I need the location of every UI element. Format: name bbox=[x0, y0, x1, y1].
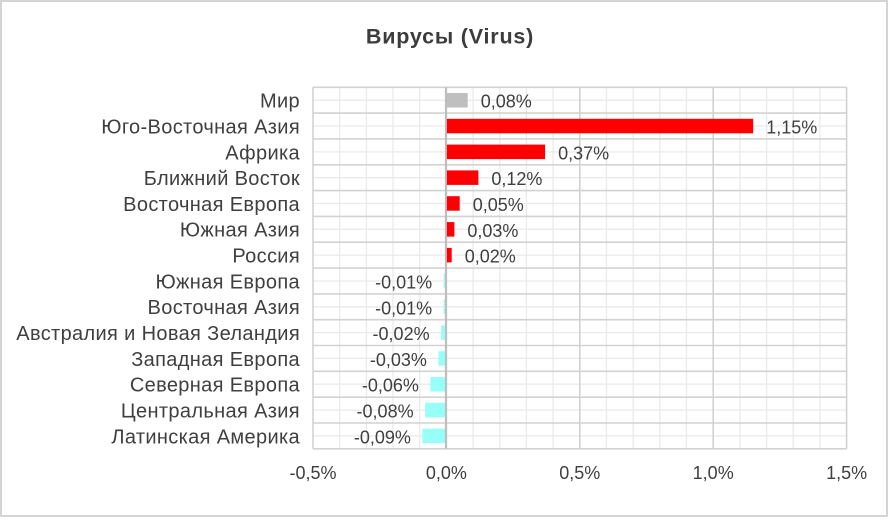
svg-text:0,02%: 0,02% bbox=[465, 247, 516, 267]
svg-text:Юго-Восточная Азия: Юго-Восточная Азия bbox=[101, 116, 300, 138]
svg-text:-0,06%: -0,06% bbox=[362, 376, 419, 396]
svg-text:Центральная Азия: Центральная Азия bbox=[121, 401, 300, 423]
svg-text:Северная Европа: Северная Европа bbox=[130, 375, 301, 397]
svg-text:0,03%: 0,03% bbox=[467, 221, 518, 241]
svg-text:-0,01%: -0,01% bbox=[375, 298, 432, 318]
svg-text:Южная Азия: Южная Азия bbox=[180, 220, 300, 242]
svg-text:-0,02%: -0,02% bbox=[373, 324, 430, 344]
svg-text:Африка: Африка bbox=[225, 142, 300, 164]
svg-text:0,37%: 0,37% bbox=[558, 143, 609, 163]
svg-text:-0,09%: -0,09% bbox=[354, 427, 411, 447]
svg-text:1,0%: 1,0% bbox=[693, 463, 734, 483]
svg-text:Восточная Азия: Восточная Азия bbox=[148, 297, 300, 319]
svg-text:1,15%: 1,15% bbox=[766, 118, 817, 138]
svg-text:Вирусы (Virus): Вирусы (Virus) bbox=[366, 25, 534, 49]
svg-text:Западная Европа: Западная Европа bbox=[131, 349, 300, 371]
svg-text:-0,03%: -0,03% bbox=[370, 350, 427, 370]
svg-text:-0,5%: -0,5% bbox=[289, 463, 336, 483]
svg-text:-0,08%: -0,08% bbox=[357, 402, 414, 422]
svg-text:0,08%: 0,08% bbox=[481, 92, 532, 112]
svg-text:0,05%: 0,05% bbox=[473, 195, 524, 215]
svg-text:Восточная Европа: Восточная Европа bbox=[123, 194, 300, 216]
svg-text:0,5%: 0,5% bbox=[559, 463, 600, 483]
svg-text:Мир: Мир bbox=[260, 91, 300, 113]
svg-text:-0,01%: -0,01% bbox=[375, 273, 432, 293]
svg-text:Латинская Америка: Латинская Америка bbox=[111, 426, 300, 448]
svg-text:Россия: Россия bbox=[232, 246, 300, 268]
svg-text:0,12%: 0,12% bbox=[491, 169, 542, 189]
svg-text:1,5%: 1,5% bbox=[826, 463, 867, 483]
svg-text:Австралия и Новая Зеландия: Австралия и Новая Зеландия bbox=[16, 323, 300, 345]
svg-text:0,0%: 0,0% bbox=[426, 463, 467, 483]
svg-text:Ближний Восток: Ближний Восток bbox=[144, 168, 300, 190]
svg-text:Южная Европа: Южная Европа bbox=[155, 271, 300, 293]
